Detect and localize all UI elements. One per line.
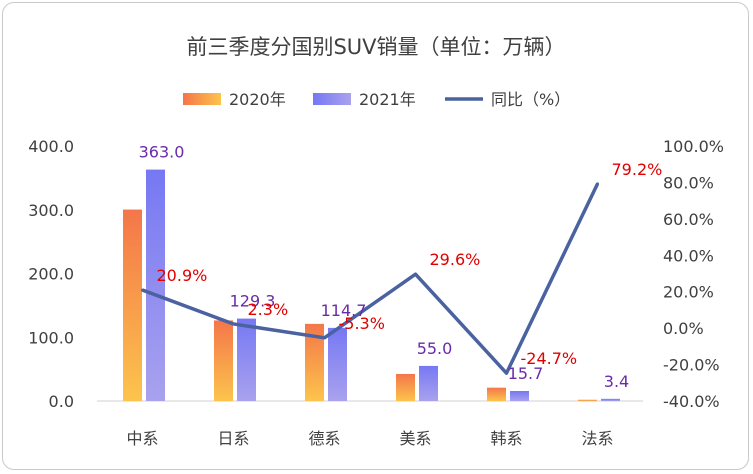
yoy-value-labels: 20.9% 2.3% -5.3% 29.6% -24.7% 79.2% (157, 160, 663, 368)
y-right-tick-label: 40.0% (663, 246, 714, 265)
bar-2021年-法系 (601, 398, 620, 401)
bars (123, 169, 620, 401)
chart-title: 前三季度分国别SUV销量（单位：万辆） (186, 35, 565, 59)
bar-value-label: 114.7 (321, 301, 367, 320)
y-left-tick-label: 100.0 (28, 328, 74, 347)
yoy-value-label: 79.2% (612, 160, 663, 179)
x-tick-labels: 中系 日系 德系 美系 韩系 法系 (126, 429, 613, 448)
x-tick-label: 日系 (217, 429, 249, 448)
bar-value-label: 363.0 (139, 143, 185, 162)
bar-2020年-德系 (305, 323, 324, 401)
yoy-point (596, 182, 599, 186)
bar-2021年-日系 (237, 318, 256, 401)
yoy-line-layer (141, 182, 600, 375)
bar-2021年-中系 (146, 169, 165, 401)
yoy-point (141, 288, 144, 292)
y-right-tick-label: -40.0% (663, 392, 720, 411)
x-tick-label: 韩系 (490, 429, 522, 448)
yoy-value-label: -5.3% (339, 314, 385, 333)
yoy-point (323, 336, 326, 340)
y-right-tick-label: 20.0% (663, 283, 714, 302)
bar-2020年-美系 (396, 373, 415, 401)
legend-label-2020: 2020年 (229, 90, 286, 109)
yoy-value-label: 29.6% (430, 250, 481, 269)
legend-label-yoy: 同比（%） (491, 90, 570, 109)
legend: 2020年 2021年 同比（%） (183, 90, 570, 109)
y-left-ticks: 0.0 100.0 200.0 300.0 400.0 (28, 137, 74, 411)
bar-2020年-中系 (123, 209, 142, 401)
legend-swatch-2021 (313, 93, 351, 105)
bar-2020年-日系 (214, 320, 233, 401)
y-right-tick-label: 60.0% (663, 210, 714, 229)
x-tick-label: 中系 (126, 429, 158, 448)
bar-2021年-韩系 (510, 390, 529, 401)
x-tick-label: 德系 (308, 429, 340, 448)
x-tick-label: 法系 (581, 429, 613, 448)
bar-value-label: 3.4 (604, 372, 629, 391)
bar-value-label: 15.7 (508, 364, 544, 383)
y-right-tick-label: -20.0% (663, 356, 720, 375)
yoy-value-label: 2.3% (248, 300, 289, 319)
legend-swatch-2020 (183, 93, 221, 105)
bar-value-labels: 363.0 129.3 114.7 55.0 15.7 3.4 (139, 143, 630, 391)
bar-value-label: 55.0 (417, 339, 453, 358)
yoy-point (414, 272, 417, 276)
bar-2020年-法系 (578, 399, 597, 401)
y-left-tick-label: 300.0 (28, 201, 74, 220)
y-right-tick-label: 0.0% (663, 319, 704, 338)
y-left-tick-label: 200.0 (28, 265, 74, 284)
bar-2021年-美系 (419, 365, 438, 401)
legend-label-2021: 2021年 (359, 90, 416, 109)
y-left-tick-label: 0.0 (49, 392, 74, 411)
yoy-value-label: -24.7% (521, 349, 578, 368)
y-left-tick-label: 400.0 (28, 137, 74, 156)
yoy-line (141, 183, 600, 375)
bar-2021年-德系 (328, 327, 347, 401)
y-right-tick-label: 100.0% (663, 137, 724, 156)
yoy-point (232, 322, 235, 326)
bar-2020年-韩系 (487, 387, 506, 401)
y-right-tick-label: 80.0% (663, 173, 714, 192)
bar-value-label: 129.3 (230, 292, 276, 311)
y-right-ticks: -40.0% -20.0% 0.0% 20.0% 40.0% 60.0% 80.0% 100.… (663, 137, 724, 411)
x-tick-label: 美系 (399, 429, 431, 448)
yoy-point (505, 371, 508, 375)
yoy-value-label: 20.9% (157, 266, 208, 285)
